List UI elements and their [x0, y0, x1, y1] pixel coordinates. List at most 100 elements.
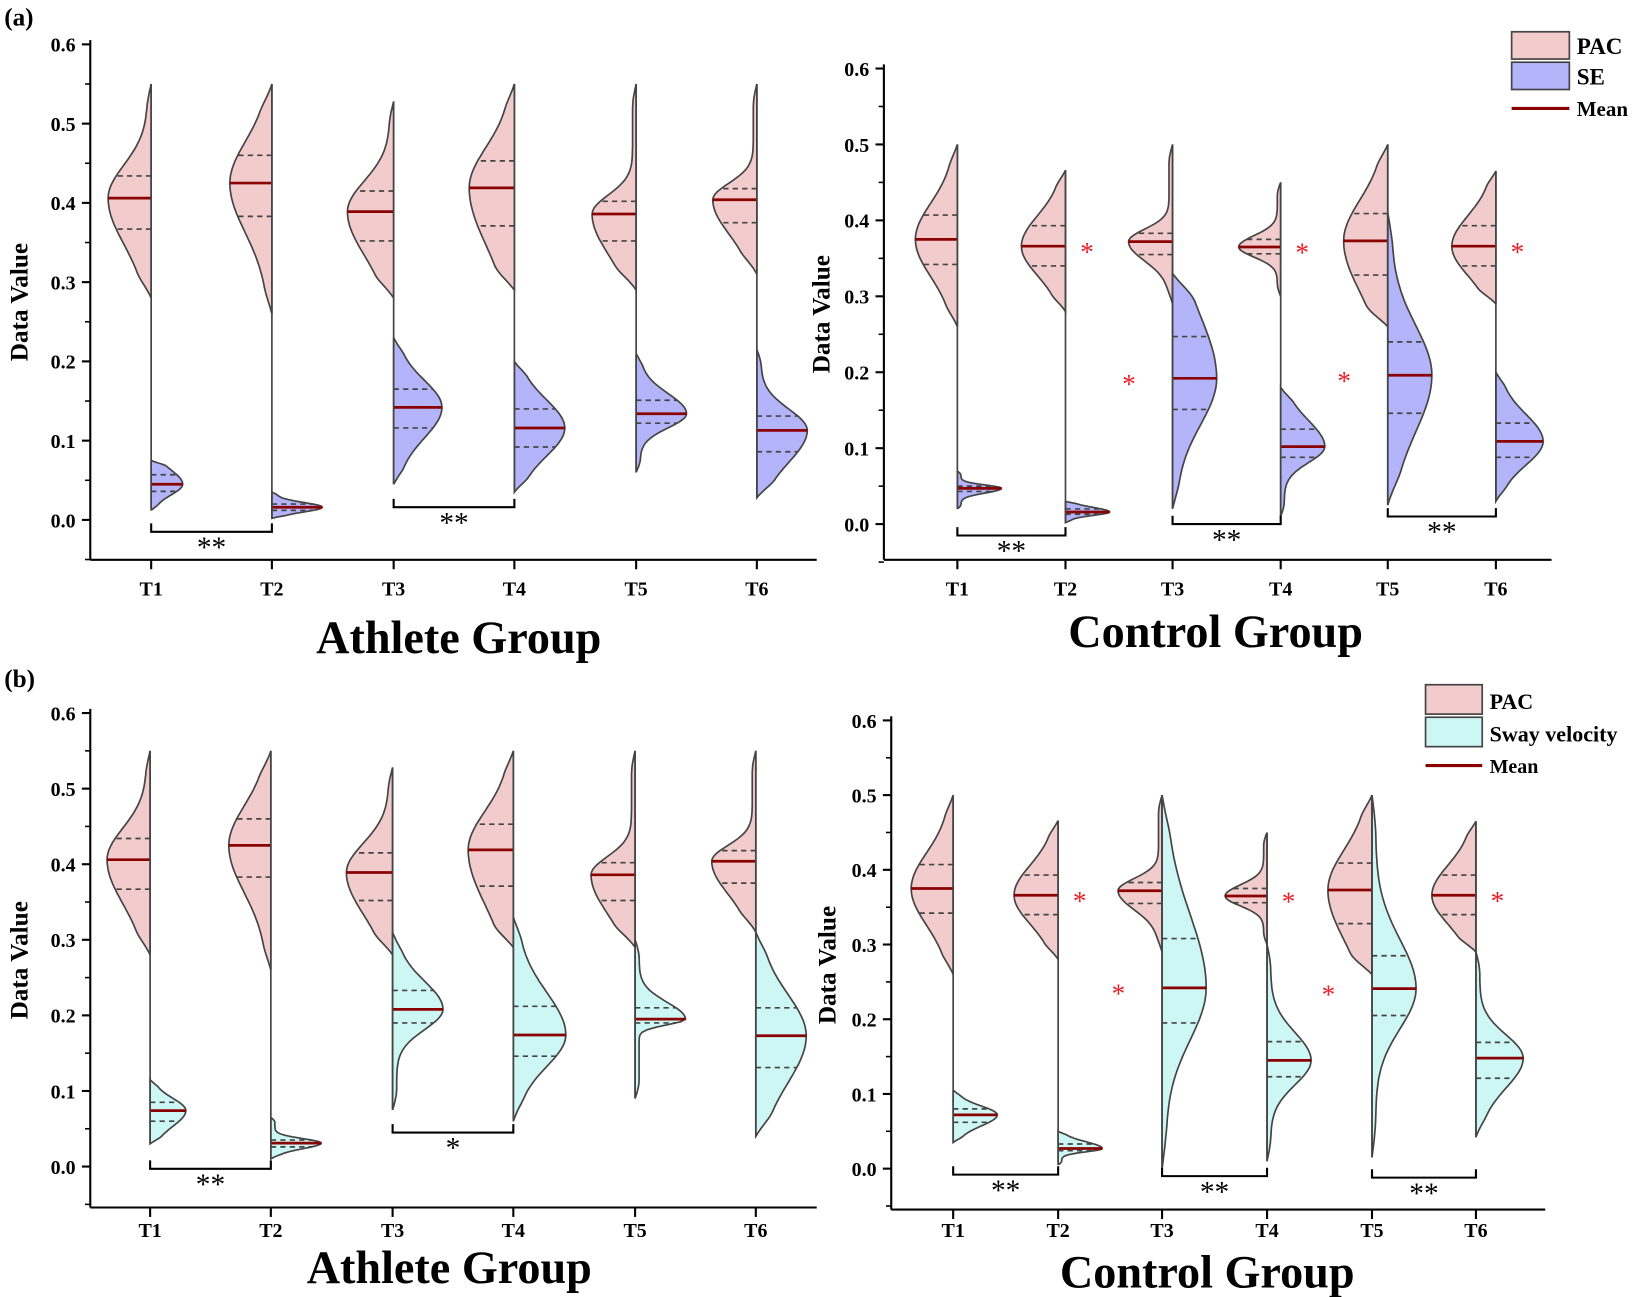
y-tick-label: 0.1 [51, 431, 76, 453]
significance-star: * [1295, 238, 1309, 268]
panel-label-a: (a) [4, 4, 33, 31]
significance-label: * [446, 1133, 461, 1165]
violin-half-pac [1013, 820, 1059, 960]
significance-star: * [1073, 886, 1087, 916]
violin-half-pac [1327, 794, 1373, 977]
y-tick-label: 0.4 [844, 211, 869, 233]
y-tick-label: 0.3 [51, 272, 76, 294]
violin-t3 [1127, 144, 1218, 510]
violin-half-pac [1342, 144, 1389, 328]
significance-star: * [1122, 369, 1136, 399]
significance-bracket [1370, 1169, 1477, 1179]
violin-half-pac [345, 767, 394, 958]
significance-label: ** [1200, 1176, 1229, 1208]
significance-bracket [1161, 1167, 1269, 1178]
y-tick-label: 0.3 [844, 287, 869, 309]
significance-label: ** [197, 532, 226, 564]
x-tick-label-t6: T6 [745, 578, 768, 600]
y-tick-label: 0.6 [844, 59, 869, 81]
violin-t2 [1020, 169, 1111, 524]
x-tick-label-t4: T4 [503, 578, 526, 600]
x-tick-label-t2: T2 [260, 578, 283, 600]
chart-panel: 0.0 0.1 0.2 0.3 0.4 0.5 0.6 Data Value T1 T2 T3 T4 T… [6, 35, 817, 663]
y-tick-label: 0.0 [852, 1159, 877, 1181]
y-axis-label: Data Value [6, 901, 33, 1019]
legend-label: PAC [1577, 33, 1623, 59]
legend: PAC SE Mean [1510, 30, 1628, 121]
violin-half-pac [914, 144, 959, 327]
significance-bracket [952, 1166, 1060, 1176]
violin-half-se [1171, 271, 1218, 510]
significance-star: * [1491, 886, 1505, 916]
significance-bracket [392, 498, 516, 509]
significance-label: ** [991, 1175, 1020, 1207]
violin-half-pac [711, 83, 758, 275]
violin-half-sway-velocity [391, 931, 444, 1111]
y-tick-label: 0.5 [51, 114, 76, 136]
violin-t4 [1224, 832, 1312, 1162]
significance-star: * [1337, 366, 1351, 396]
legend-swatch-sway-velocity [1424, 716, 1484, 748]
y-tick-label: 0.5 [852, 785, 877, 807]
x-tick-label-t3: T3 [1150, 1220, 1173, 1242]
violin-half-sway-velocity [1161, 794, 1207, 1169]
x-tick-label-t2: T2 [259, 1220, 282, 1242]
violin-half-pac [106, 750, 151, 956]
violin-t5 [591, 83, 688, 473]
significance-bracket [150, 523, 273, 533]
violin-half-pac [590, 750, 636, 950]
x-axis-title: Control Group [1068, 606, 1363, 657]
violin-half-se [271, 491, 324, 520]
significance-bracket [1386, 508, 1497, 518]
violin-t3 [345, 767, 444, 1111]
violin-t6 [711, 83, 809, 501]
legend-label: SE [1577, 63, 1605, 89]
legend-label: PAC [1490, 689, 1534, 714]
violin-half-pac [1431, 820, 1477, 953]
violin-half-se [1495, 369, 1544, 505]
y-tick-label: 0.4 [852, 860, 877, 882]
x-tick-label-t4: T4 [502, 1220, 525, 1242]
violin-half-pac [229, 83, 273, 315]
violin-t1 [910, 794, 999, 1145]
significance-label: ** [1409, 1178, 1438, 1210]
violin-t1 [106, 750, 187, 1146]
violin-half-sway-velocity [1371, 795, 1417, 1158]
legend-label: Mean [1490, 756, 1539, 778]
y-tick-label: 0.2 [51, 352, 76, 374]
y-tick-label: 0.3 [852, 935, 877, 957]
significance-label: ** [1212, 524, 1241, 556]
violin-half-pac [910, 794, 955, 975]
violin-half-sway-velocity [512, 916, 567, 1122]
significance-label: ** [439, 507, 468, 539]
x-tick-label-t1: T1 [140, 578, 163, 600]
violin-half-se [756, 349, 809, 501]
legend-label: Sway velocity [1490, 721, 1618, 746]
x-tick-label-t2: T2 [1047, 1220, 1070, 1242]
x-tick-label-t2: T2 [1054, 578, 1077, 600]
legend-swatch-pac [1510, 30, 1571, 60]
violin-t6 [1450, 170, 1544, 505]
violin-half-pac [1127, 144, 1174, 305]
legend-swatch-se [1510, 61, 1571, 91]
significance-star: * [1112, 979, 1126, 1009]
y-tick-label: 0.2 [844, 363, 869, 385]
violin-t4 [468, 83, 566, 495]
violin-t1 [107, 83, 184, 511]
y-tick-label: 0.2 [51, 1006, 76, 1028]
legend: PAC Sway velocity Mean [1424, 683, 1618, 778]
violin-half-pac [228, 750, 272, 971]
plots-group: 0.0 0.1 0.2 0.3 0.4 0.5 0.6 Data Value T1 T2 T3 T4 T… [6, 30, 1628, 1297]
x-axis-title: Control Group [1060, 1246, 1355, 1297]
violin-t2 [229, 83, 324, 520]
violin-t1 [914, 144, 1003, 510]
y-axis-label: Data Value [815, 906, 842, 1024]
panel-label-b: (b) [4, 666, 35, 693]
x-tick-label-t6: T6 [744, 1220, 767, 1242]
x-tick-label-t1: T1 [138, 1220, 161, 1242]
y-tick-label: 0.4 [51, 855, 76, 877]
violin-t3 [1117, 794, 1207, 1169]
y-tick-label: 0.0 [51, 1157, 76, 1179]
x-tick-label-t6: T6 [1464, 1220, 1487, 1242]
y-tick-label: 0.6 [51, 703, 76, 725]
